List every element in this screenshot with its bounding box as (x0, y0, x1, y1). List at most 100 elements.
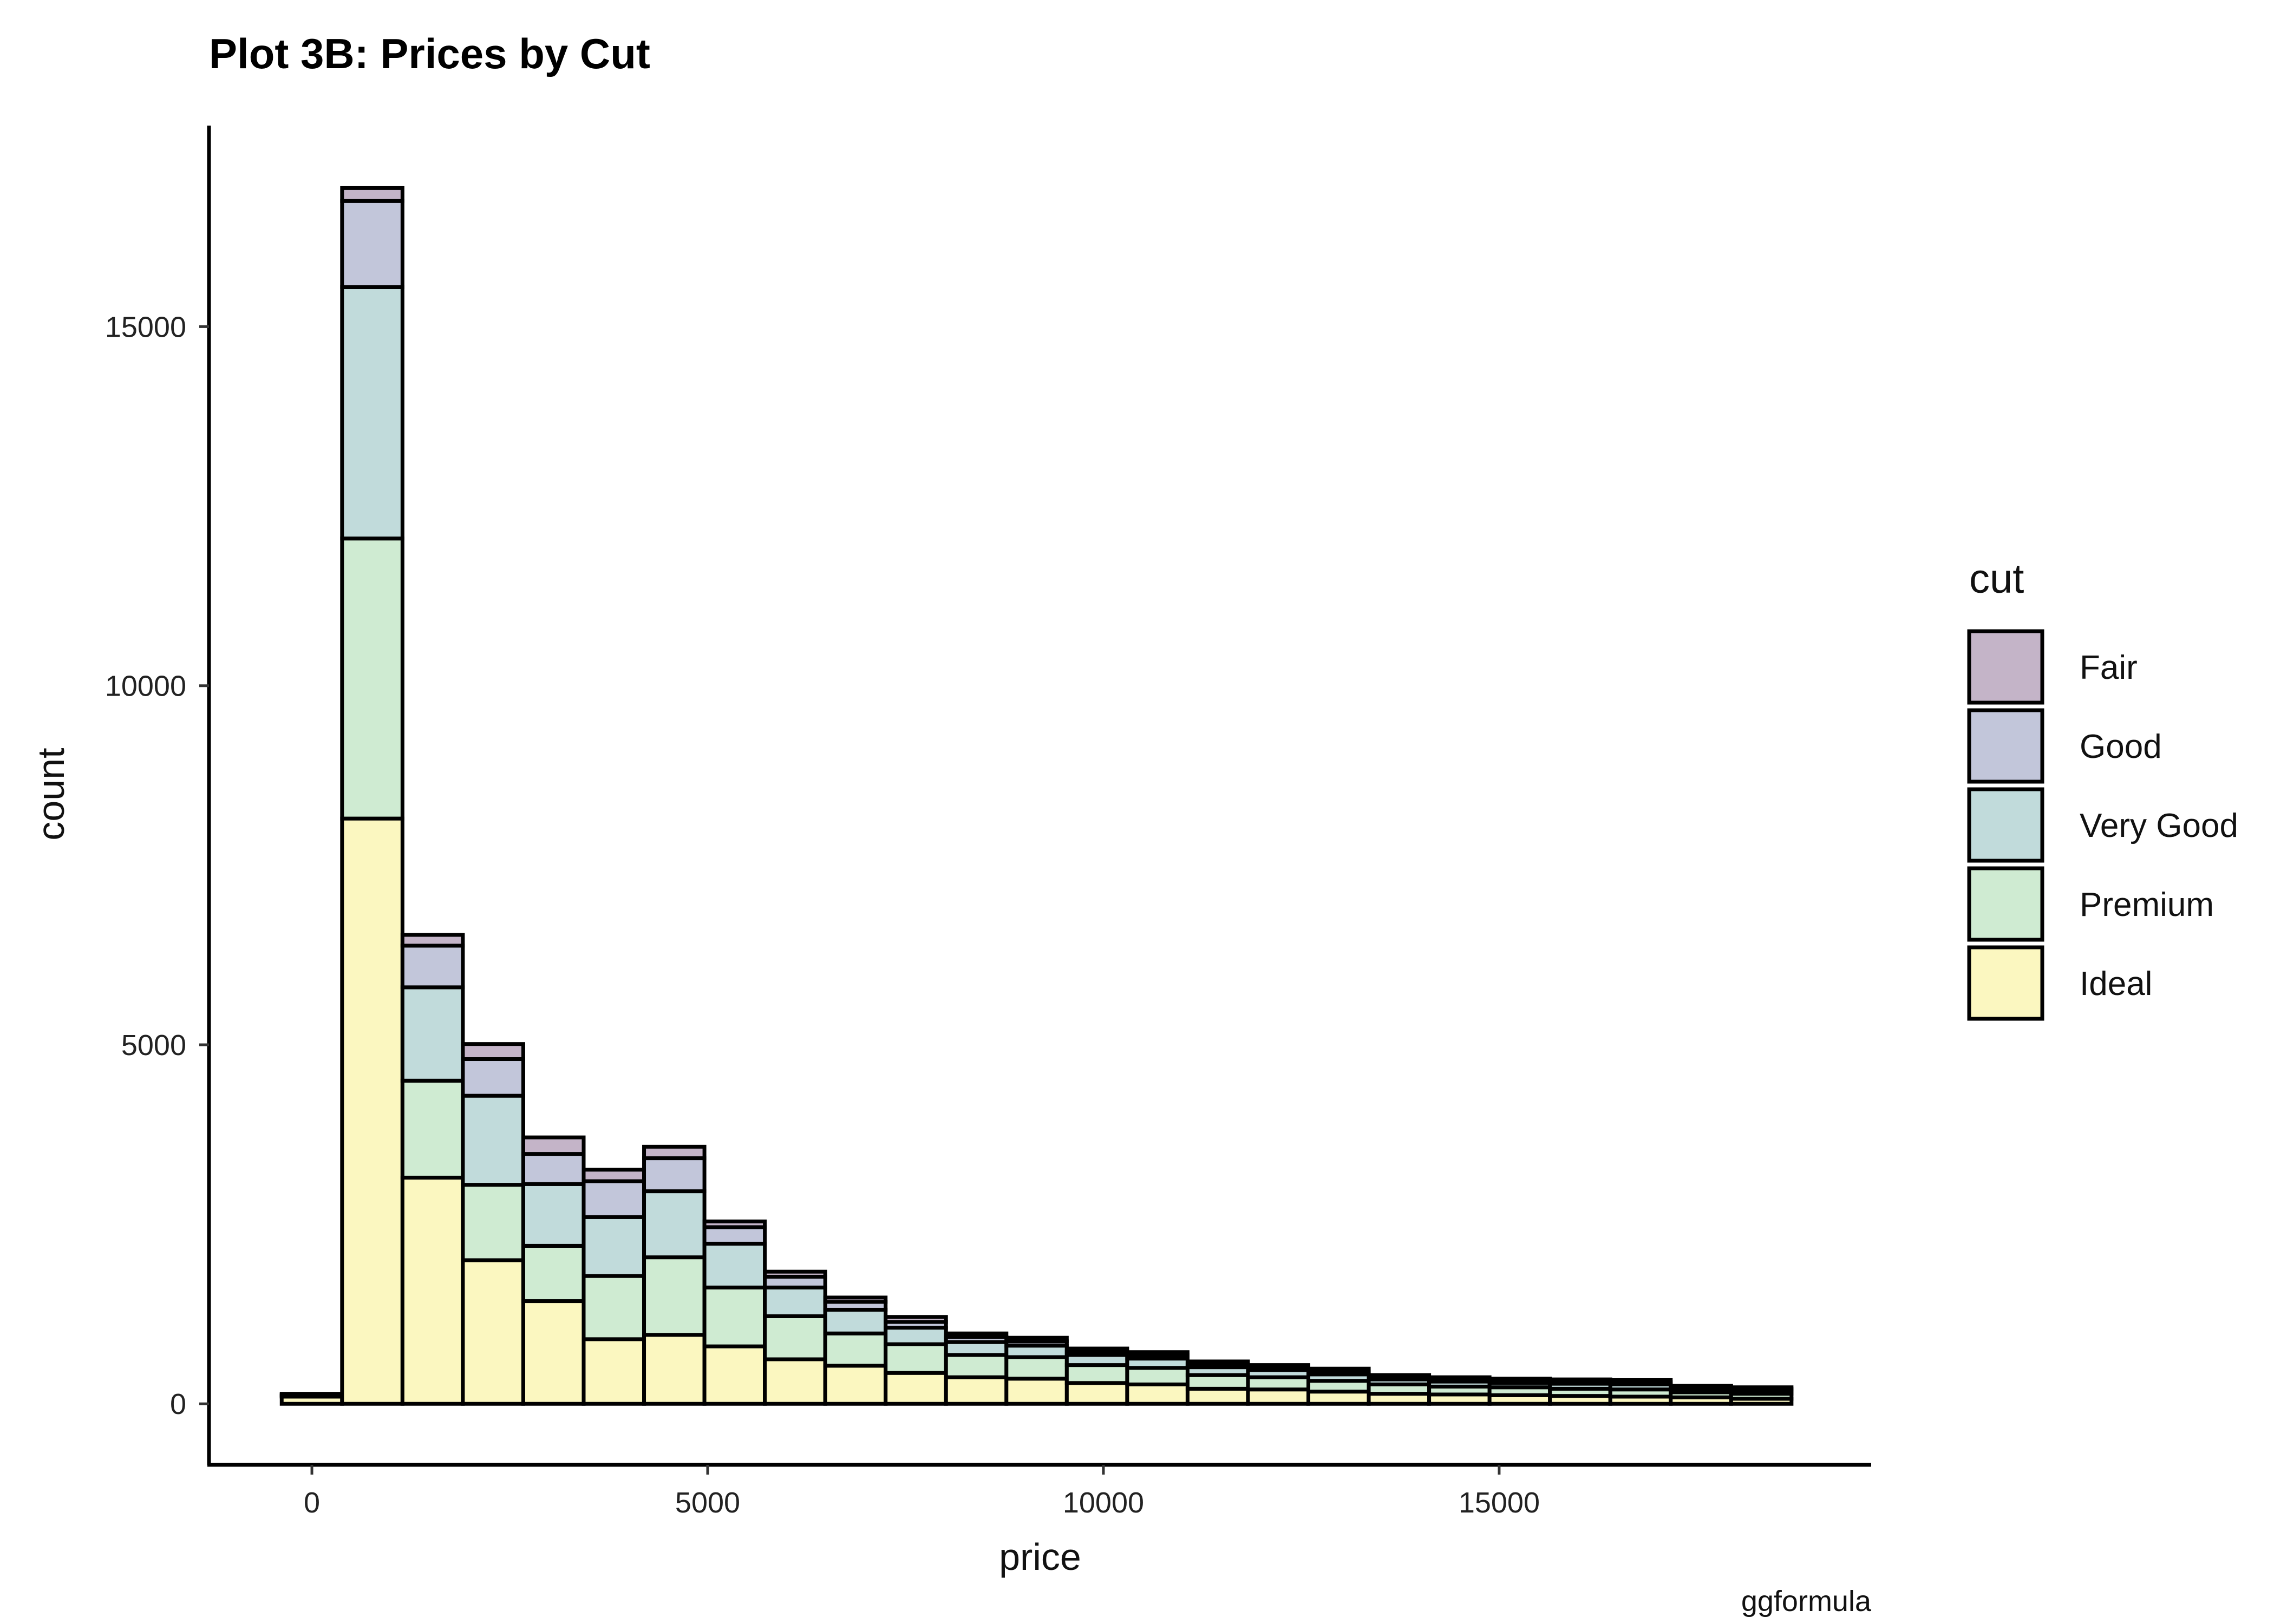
bar-fair-3 (461, 1042, 525, 1062)
bars-layer (279, 186, 1794, 1406)
bar-premium-4 (521, 1243, 586, 1304)
bar-good-2 (400, 944, 465, 990)
bar-fair-8 (763, 1269, 827, 1279)
bar-premium-11 (944, 1353, 1009, 1379)
legend: cut Fair Good Very Good Premium Ideal (1967, 556, 2238, 1021)
bar-premium-10 (884, 1342, 948, 1375)
bar-good-4 (521, 1152, 586, 1186)
bar-premium-2 (400, 1078, 465, 1180)
legend-label: Ideal (2080, 965, 2152, 1003)
x-tick-label: 15000 (1459, 1487, 1540, 1519)
bar-very-good-2 (400, 985, 465, 1083)
legend-label: Good (2080, 728, 2162, 765)
legend-key-good (1967, 708, 2044, 784)
y-ticks: 0 5000 10000 15000 (105, 311, 209, 1420)
bar-ideal-7 (702, 1344, 767, 1406)
bar-very-good-5 (581, 1215, 646, 1278)
bar-very-good-8 (763, 1285, 827, 1318)
bar-fair-18 (1367, 1373, 1432, 1379)
bar-fair-4 (521, 1135, 586, 1156)
bar-very-good-3 (461, 1093, 525, 1187)
bar-ideal-6 (642, 1333, 707, 1406)
bar-fair-15 (1185, 1359, 1250, 1366)
bar-fair-7 (702, 1219, 767, 1229)
bar-fair-16 (1246, 1363, 1311, 1370)
bar-fair-20 (1487, 1377, 1552, 1383)
bar-ideal-3 (461, 1258, 525, 1406)
x-axis-title: price (999, 1536, 1081, 1578)
bar-premium-7 (702, 1285, 767, 1348)
x-tick-label: 5000 (675, 1487, 740, 1519)
bar-fair-19 (1427, 1375, 1492, 1381)
bar-very-good-11 (944, 1340, 1009, 1357)
bar-fair-1 (340, 186, 404, 203)
bar-premium-5 (581, 1274, 646, 1341)
y-tick-label: 0 (170, 1388, 186, 1420)
bar-fair-9 (823, 1295, 888, 1304)
bar-premium-1 (340, 536, 404, 821)
legend-label: Very Good (2080, 807, 2238, 844)
bar-very-good-4 (521, 1182, 586, 1248)
legend-key-premium (1967, 866, 2044, 942)
bar-ideal-9 (823, 1364, 888, 1406)
bar-good-5 (581, 1179, 646, 1219)
bar-premium-14 (1125, 1366, 1190, 1386)
bar-good-1 (340, 199, 404, 289)
bar-premium-9 (823, 1331, 888, 1368)
bar-fair-17 (1306, 1366, 1371, 1374)
y-tick-label: 5000 (121, 1029, 186, 1062)
bar-good-6 (642, 1156, 707, 1194)
bar-ideal-10 (884, 1371, 948, 1406)
legend-key-very-good (1967, 787, 2044, 863)
bar-good-3 (461, 1057, 525, 1098)
bar-ideal-16 (1246, 1387, 1311, 1406)
bar-premium-8 (763, 1314, 827, 1361)
bar-fair-5 (581, 1168, 646, 1183)
legend-label: Premium (2080, 886, 2214, 924)
bar-good-7 (702, 1225, 767, 1246)
bar-fair-21 (1548, 1377, 1612, 1384)
bar-ideal-12 (1004, 1377, 1069, 1406)
bar-ideal-8 (763, 1357, 827, 1406)
legend-title: cut (1969, 556, 2024, 602)
y-axis-title: count (30, 748, 72, 840)
legend-key-fair (1967, 629, 2044, 705)
chart-caption: ggformula (1741, 1585, 1872, 1618)
bar-very-good-1 (340, 285, 404, 541)
bar-ideal-15 (1185, 1386, 1250, 1406)
bar-fair-14 (1125, 1350, 1190, 1357)
bar-premium-15 (1185, 1373, 1250, 1391)
legend-label: Fair (2080, 649, 2138, 686)
bar-ideal-14 (1125, 1382, 1190, 1406)
bar-ideal-13 (1064, 1381, 1129, 1406)
bar-very-good-7 (702, 1241, 767, 1289)
bar-fair-13 (1064, 1346, 1129, 1353)
bar-very-good-9 (823, 1307, 888, 1335)
bar-premium-12 (1004, 1355, 1069, 1381)
x-tick-label: 0 (304, 1487, 320, 1519)
legend-key-ideal (1967, 945, 2044, 1021)
bar-premium-13 (1064, 1363, 1129, 1385)
bar-fair-6 (642, 1144, 707, 1161)
y-tick-label: 10000 (105, 670, 186, 703)
bar-ideal-2 (400, 1175, 465, 1406)
x-tick-label: 10000 (1063, 1487, 1144, 1519)
bar-fair-23 (1669, 1384, 1733, 1390)
bar-ideal-5 (581, 1337, 646, 1406)
bar-premium-6 (642, 1255, 707, 1337)
bar-fair-2 (400, 933, 465, 948)
chart-title: Plot 3B: Prices by Cut (209, 30, 650, 77)
bar-very-good-10 (884, 1326, 948, 1346)
bar-fair-12 (1004, 1335, 1069, 1344)
y-tick-label: 15000 (105, 311, 186, 343)
bar-ideal-4 (521, 1299, 586, 1406)
x-ticks: 0 5000 10000 15000 (304, 1465, 1540, 1519)
bar-fair-24 (1729, 1385, 1794, 1391)
bar-ideal-1 (340, 816, 404, 1406)
bar-very-good-6 (642, 1189, 707, 1260)
bar-fair-10 (884, 1315, 948, 1324)
bar-premium-3 (461, 1183, 525, 1262)
bar-fair-11 (944, 1331, 1009, 1339)
